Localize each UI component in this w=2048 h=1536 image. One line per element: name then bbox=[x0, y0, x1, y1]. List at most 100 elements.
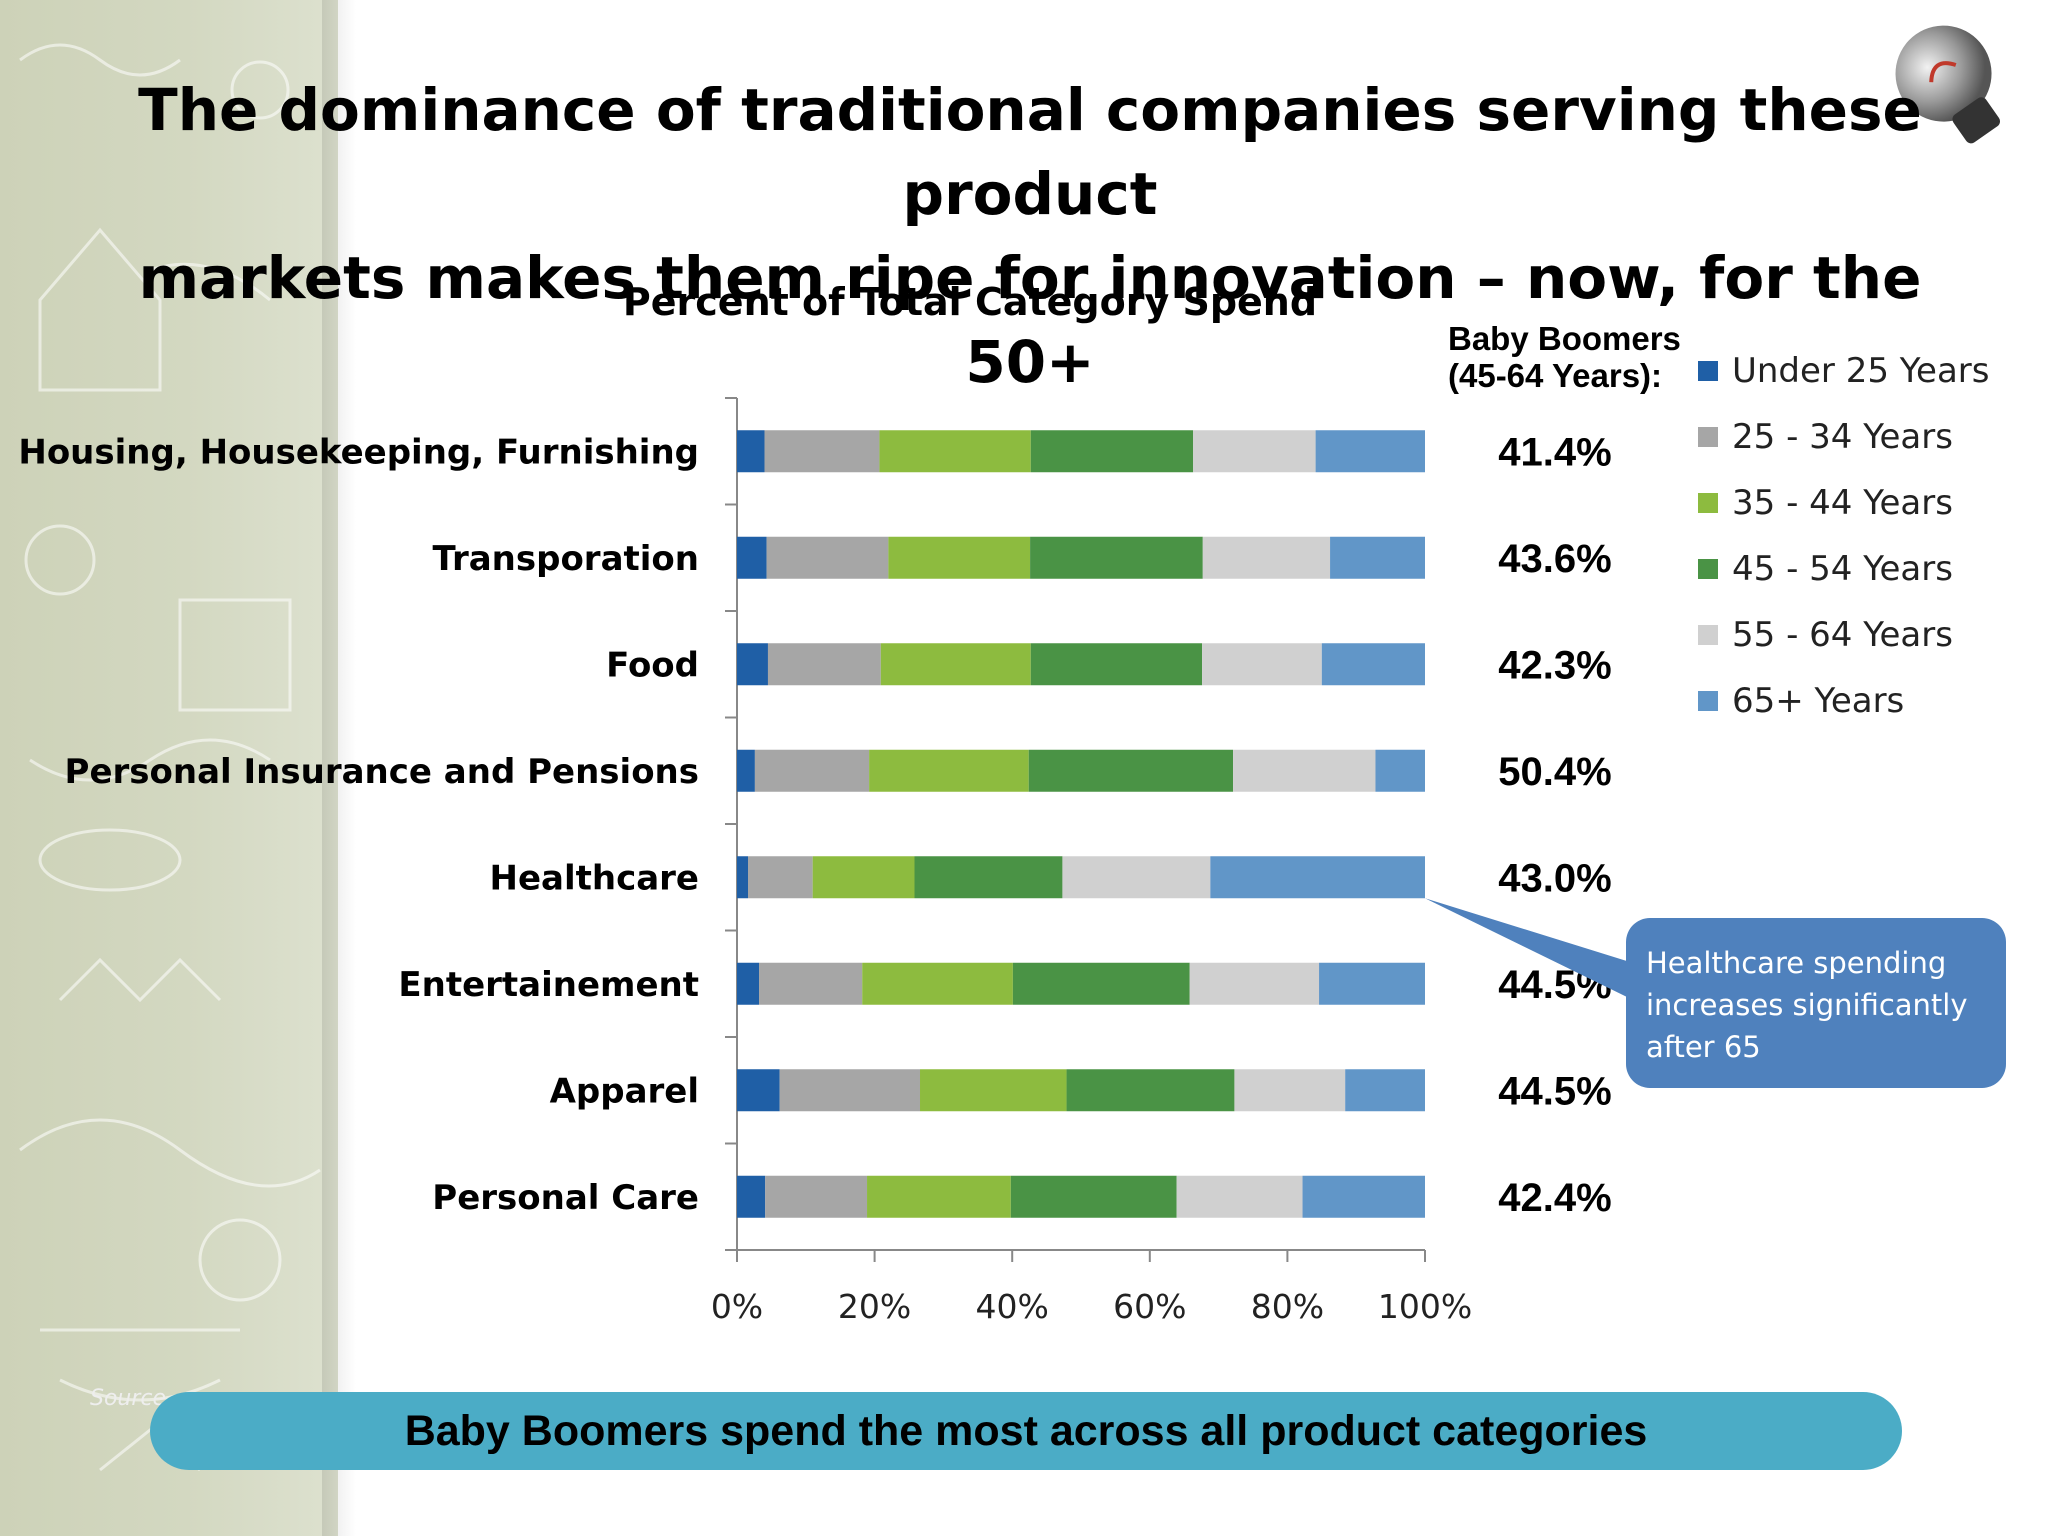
bar-segment bbox=[779, 1069, 921, 1112]
bar-segment bbox=[737, 749, 755, 792]
bar-segment bbox=[880, 643, 1031, 686]
x-tick-label: 80% bbox=[1251, 1287, 1324, 1326]
bar-segment bbox=[869, 749, 1029, 792]
bar-segment bbox=[737, 643, 768, 686]
bar-segment bbox=[888, 536, 1031, 579]
baby-boomers-header: Baby Boomers (45-64 Years): bbox=[1448, 320, 1681, 394]
baby-boomers-share-label: 42.4% bbox=[1498, 1176, 1611, 1220]
legend-swatch bbox=[1698, 493, 1718, 513]
bar-segment bbox=[1234, 1069, 1346, 1112]
legend-swatch bbox=[1698, 427, 1718, 447]
bar-segment bbox=[767, 643, 881, 686]
slide-title-line-2: markets makes them ripe for innovation –… bbox=[138, 244, 1922, 396]
bar-segment bbox=[1066, 1069, 1235, 1112]
bar-segment bbox=[1202, 643, 1322, 686]
bar-segment bbox=[920, 1069, 1067, 1112]
baby-boomers-share-label: 42.3% bbox=[1498, 643, 1611, 687]
legend-label: 35 - 44 Years bbox=[1732, 483, 1953, 523]
bar-segment bbox=[862, 962, 1013, 1005]
bar-segment bbox=[1302, 1175, 1425, 1218]
bar-segment bbox=[1028, 749, 1234, 792]
healthcare-callout: Healthcare spending increases significan… bbox=[1626, 918, 2006, 1088]
chart-title: Percent of Total Category Spend bbox=[622, 280, 1318, 324]
legend-item: 55 - 64 Years bbox=[1698, 602, 1990, 668]
category-label: Apparel bbox=[550, 1071, 699, 1111]
bar-segment bbox=[1030, 643, 1203, 686]
baby-boomers-share-label: 43.6% bbox=[1498, 537, 1611, 581]
bar-segment bbox=[1345, 1069, 1425, 1112]
decorative-sidebar bbox=[0, 0, 338, 1536]
category-label: Personal Insurance and Pensions bbox=[65, 752, 699, 792]
bar-segment bbox=[1375, 749, 1425, 792]
legend-label: 55 - 64 Years bbox=[1732, 615, 1953, 655]
bar-segment bbox=[1030, 430, 1194, 473]
category-label: Housing, Housekeeping, Furnishing bbox=[18, 432, 699, 472]
bar-segment bbox=[879, 430, 1031, 473]
x-tick-label: 20% bbox=[838, 1287, 911, 1326]
baby-boomers-share-label: 44.5% bbox=[1498, 1069, 1611, 1113]
category-label: Personal Care bbox=[432, 1178, 699, 1218]
bar-segment bbox=[737, 536, 767, 579]
bar-segment bbox=[1330, 536, 1425, 579]
bar-segment bbox=[748, 856, 813, 899]
legend-label: 45 - 54 Years bbox=[1732, 549, 1953, 589]
summary-banner: Baby Boomers spend the most across all p… bbox=[150, 1392, 1902, 1470]
baby-boomers-share-label: 43.0% bbox=[1498, 856, 1611, 900]
bar-segment bbox=[1315, 430, 1425, 473]
legend-label: Under 25 Years bbox=[1732, 351, 1990, 391]
bar-segment bbox=[1189, 962, 1320, 1005]
bar-segment bbox=[1233, 749, 1376, 792]
baby-boomers-share-label: 41.4% bbox=[1498, 430, 1611, 474]
bar-segment bbox=[737, 962, 760, 1005]
legend-swatch bbox=[1698, 559, 1718, 579]
category-label: Food bbox=[606, 645, 699, 685]
legend-item: Under 25 Years bbox=[1698, 338, 1990, 404]
bar-segment bbox=[754, 749, 870, 792]
bar-segment bbox=[737, 1069, 780, 1112]
bar-segment bbox=[737, 430, 765, 473]
bar-segment bbox=[764, 430, 880, 473]
slide-title: The dominance of traditional companies s… bbox=[130, 68, 1930, 404]
bar-segment bbox=[766, 536, 889, 579]
category-label: Transporation bbox=[433, 539, 700, 579]
bar-segment bbox=[1319, 962, 1425, 1005]
bar-segment bbox=[759, 962, 863, 1005]
bar-segment bbox=[1010, 1175, 1177, 1218]
x-tick-label: 0% bbox=[711, 1287, 763, 1326]
sidebar-shadow bbox=[322, 0, 356, 1536]
baby-boomers-share-label: 50.4% bbox=[1498, 750, 1611, 794]
legend-swatch bbox=[1698, 691, 1718, 711]
legend-label: 65+ Years bbox=[1732, 681, 1905, 721]
callout-pointer bbox=[1425, 898, 1650, 1009]
bar-segment bbox=[1012, 962, 1190, 1005]
legend-swatch bbox=[1698, 361, 1718, 381]
chalk-doodles bbox=[19, 43, 321, 1472]
legend-label: 25 - 34 Years bbox=[1732, 417, 1953, 457]
category-label: Entertainement bbox=[398, 965, 699, 1005]
legend-swatch bbox=[1698, 625, 1718, 645]
bar-segment bbox=[867, 1175, 1011, 1218]
bar-segment bbox=[1062, 856, 1211, 899]
bar-segment bbox=[1210, 856, 1425, 899]
bar-segment bbox=[914, 856, 1063, 899]
bar-segment bbox=[1321, 643, 1425, 686]
bar-segment bbox=[1030, 536, 1203, 579]
bar-segment bbox=[812, 856, 915, 899]
bar-segment bbox=[765, 1175, 868, 1218]
x-tick-label: 60% bbox=[1113, 1287, 1186, 1326]
legend-item: 35 - 44 Years bbox=[1698, 470, 1990, 536]
bar-segment bbox=[1193, 430, 1316, 473]
legend-item: 45 - 54 Years bbox=[1698, 536, 1990, 602]
bar-segment bbox=[1202, 536, 1331, 579]
slide-title-line-1: The dominance of traditional companies s… bbox=[138, 76, 1922, 228]
bar-segment bbox=[737, 1175, 766, 1218]
chart-legend: Under 25 Years 25 - 34 Years 35 - 44 Years… bbox=[1698, 338, 1990, 734]
lightbulb-icon bbox=[1895, 25, 2000, 144]
source-label: Source bbox=[90, 1386, 167, 1411]
x-tick-label: 100% bbox=[1378, 1287, 1472, 1326]
bar-segment bbox=[737, 856, 749, 899]
legend-item: 25 - 34 Years bbox=[1698, 404, 1990, 470]
category-label: Healthcare bbox=[490, 858, 700, 898]
legend-item: 65+ Years bbox=[1698, 668, 1990, 734]
